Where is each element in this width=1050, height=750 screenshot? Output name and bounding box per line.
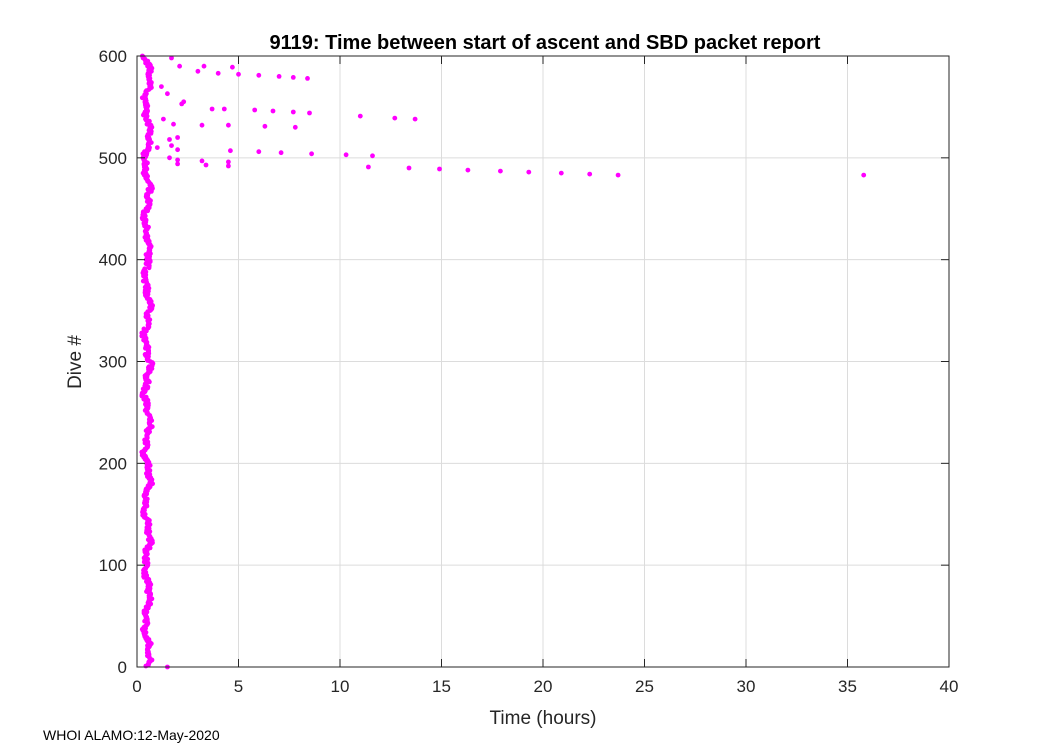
- data-point: [201, 63, 207, 69]
- data-point: [290, 109, 296, 115]
- data-point: [392, 115, 398, 121]
- x-tick-label: 35: [838, 677, 857, 696]
- data-point: [177, 63, 183, 69]
- data-point: [587, 171, 593, 177]
- data-point: [558, 170, 564, 176]
- data-point: [165, 91, 170, 97]
- y-axis-label: Dive #: [65, 335, 86, 389]
- data-point: [169, 143, 174, 149]
- data-point: [615, 172, 621, 178]
- data-point: [292, 124, 298, 130]
- data-point: [406, 165, 412, 171]
- y-tick-label: 400: [99, 251, 127, 270]
- x-tick-label: 0: [132, 677, 141, 696]
- y-tick-label: 100: [99, 556, 127, 575]
- data-point: [252, 107, 258, 113]
- y-tick-label: 600: [99, 47, 127, 66]
- data-point: [143, 394, 149, 400]
- data-point: [195, 68, 201, 74]
- data-point: [142, 266, 148, 272]
- data-point: [370, 153, 375, 159]
- data-point: [526, 169, 532, 175]
- data-point: [228, 148, 233, 154]
- data-point: [181, 99, 187, 105]
- data-point: [366, 164, 371, 170]
- data-point: [226, 122, 231, 128]
- data-point: [209, 106, 215, 112]
- data-point: [276, 74, 282, 79]
- data-point: [262, 123, 268, 129]
- data-point: [226, 159, 231, 165]
- data-point: [236, 71, 241, 77]
- data-point: [256, 149, 262, 155]
- data-point: [309, 151, 314, 157]
- data-point: [221, 106, 227, 112]
- data-point: [175, 135, 181, 140]
- y-tick-label: 500: [99, 149, 127, 168]
- data-point: [307, 110, 312, 116]
- data-point: [861, 172, 867, 178]
- data-point: [343, 152, 349, 158]
- x-tick-label: 40: [940, 677, 959, 696]
- data-point: [141, 326, 147, 332]
- data-point: [159, 84, 164, 89]
- data-point: [199, 158, 205, 164]
- x-tick-label: 25: [635, 677, 654, 696]
- data-point: [357, 113, 363, 119]
- data-point: [167, 155, 172, 161]
- data-point: [199, 122, 205, 128]
- footer-text: WHOI ALAMO:12-May-2020: [43, 727, 220, 743]
- data-point: [437, 166, 442, 172]
- data-point: [175, 157, 181, 163]
- x-tick-label: 20: [534, 677, 553, 696]
- data-point: [465, 167, 471, 173]
- data-point: [171, 121, 176, 127]
- x-tick-label: 10: [331, 677, 350, 696]
- x-axis-label: Time (hours): [490, 708, 597, 729]
- data-point: [167, 137, 172, 142]
- y-tick-label: 300: [99, 353, 127, 372]
- data-point: [226, 163, 231, 169]
- data-point: [230, 64, 235, 70]
- y-tick-label: 200: [99, 454, 127, 473]
- data-point: [412, 116, 418, 122]
- grid: [136, 55, 950, 668]
- data-point: [290, 75, 296, 80]
- data-point: [256, 72, 262, 78]
- data-point: [161, 116, 166, 122]
- data-point: [169, 55, 174, 61]
- chart-title: 9119: Time between start of ascent and S…: [270, 32, 821, 54]
- data-point: [270, 108, 276, 114]
- x-tick-label: 5: [234, 677, 243, 696]
- data-point: [215, 70, 221, 76]
- data-point: [175, 147, 181, 153]
- y-tick-label: 0: [118, 658, 127, 677]
- data-point: [278, 150, 284, 156]
- x-tick-label: 15: [432, 677, 451, 696]
- data-point: [175, 161, 181, 167]
- data-point: [498, 168, 503, 174]
- data-point: [203, 162, 209, 168]
- scatter-points: [139, 53, 867, 670]
- data-point: [305, 76, 310, 81]
- data-point: [154, 145, 160, 151]
- x-tick-label: 30: [737, 677, 756, 696]
